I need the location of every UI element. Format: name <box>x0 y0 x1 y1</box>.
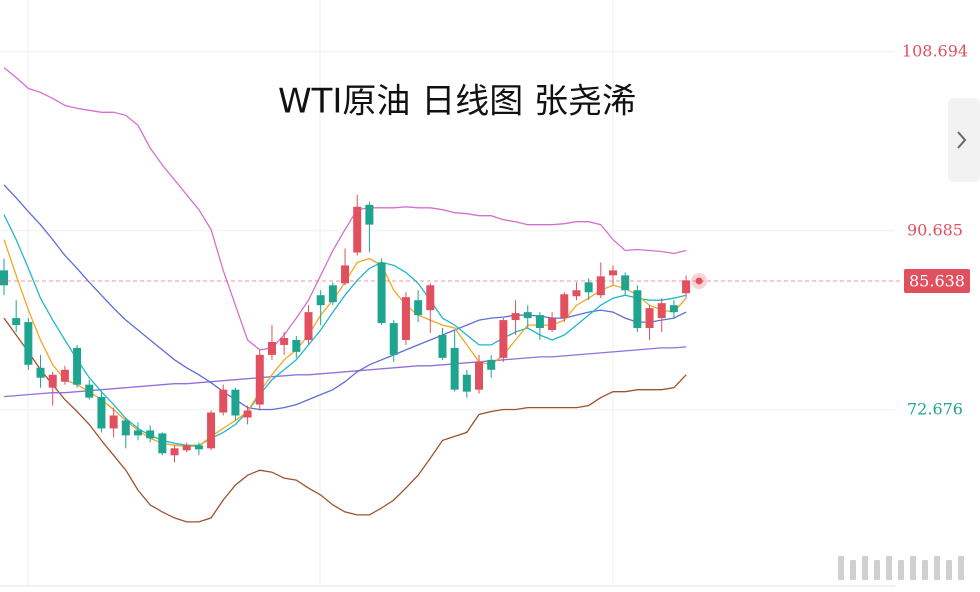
toggle-arrow <box>957 131 967 149</box>
candle-body <box>60 369 69 382</box>
candle-body <box>267 341 276 355</box>
candle-body <box>560 294 569 319</box>
candle-body <box>609 270 617 276</box>
candle-body <box>304 312 313 340</box>
y-tick-label: 90.685 <box>907 220 963 239</box>
candle-body <box>669 305 678 313</box>
candle-body <box>353 206 362 253</box>
candle-body <box>109 415 118 429</box>
candle-body <box>97 397 106 429</box>
indicator-line <box>3 67 687 351</box>
candle-body <box>146 430 155 439</box>
last-price-dot <box>695 277 703 285</box>
candle-body <box>621 275 630 291</box>
candle-body <box>377 262 386 324</box>
indicator-line <box>3 214 687 446</box>
watermark-bar <box>850 560 856 580</box>
candle-body <box>36 367 45 378</box>
watermark-bar <box>838 556 844 580</box>
candle-body <box>414 300 423 316</box>
candle-body <box>243 410 252 418</box>
watermark-bar <box>886 556 892 580</box>
candle-body <box>438 334 447 358</box>
candle-body <box>426 285 435 311</box>
watermark-bar <box>910 556 916 580</box>
candle-body <box>462 374 471 392</box>
watermark-bar <box>874 560 880 580</box>
candle-body <box>231 389 240 416</box>
candle-body <box>633 290 642 329</box>
candle-body <box>12 318 21 326</box>
candle-body <box>133 430 142 436</box>
candle-body <box>572 290 581 297</box>
watermark <box>838 556 964 580</box>
candle-body <box>523 312 532 319</box>
candle-body <box>0 270 8 286</box>
candle-body <box>280 337 289 345</box>
watermark-bar <box>922 560 928 580</box>
plot <box>0 67 900 523</box>
watermark-bar <box>862 556 868 580</box>
candle-body <box>194 445 203 450</box>
candle-body <box>487 359 496 370</box>
candle-body <box>48 374 57 388</box>
candle-body <box>292 339 301 352</box>
candle-body <box>511 313 520 321</box>
candle-body <box>341 265 350 284</box>
chart-title: WTI原油 日线图 张尧浠 <box>278 82 636 122</box>
candle-body <box>499 320 508 358</box>
candle-body <box>255 354 264 405</box>
indicator-line <box>3 317 687 523</box>
candle-body <box>389 323 398 355</box>
candle-body <box>657 303 666 319</box>
candle-body <box>170 448 179 456</box>
candle-body <box>450 347 459 390</box>
candle-body <box>207 412 216 449</box>
candle-body <box>85 384 94 398</box>
candle-body <box>219 389 228 413</box>
candle-body <box>645 308 654 329</box>
watermark-bar <box>934 556 940 580</box>
candle-body <box>121 420 130 436</box>
candle-body <box>584 282 593 293</box>
watermark-bar <box>898 560 904 580</box>
candle-body <box>596 276 605 296</box>
y-tick-label: 108.694 <box>902 41 968 60</box>
side-panel-toggle[interactable] <box>948 98 980 182</box>
candle-body <box>682 280 691 294</box>
indicator-line <box>3 184 687 411</box>
candle-body <box>316 295 325 306</box>
candle-body <box>182 445 191 451</box>
candle-body <box>24 322 33 365</box>
last-price-box <box>904 268 970 293</box>
candle-body <box>535 315 544 329</box>
candle-body <box>401 297 410 340</box>
candle-body <box>548 318 557 331</box>
watermark-bar <box>958 556 964 580</box>
last-price-label: 85.638 <box>909 271 965 290</box>
candle-body <box>158 433 167 454</box>
grid <box>0 0 895 587</box>
y-tick-label: 72.676 <box>907 399 963 418</box>
candle-body <box>73 347 82 385</box>
candle-body <box>328 285 337 303</box>
candle-body <box>365 204 374 225</box>
watermark-bar <box>946 560 952 580</box>
indicator-line <box>3 346 687 398</box>
candle-body <box>475 361 484 390</box>
